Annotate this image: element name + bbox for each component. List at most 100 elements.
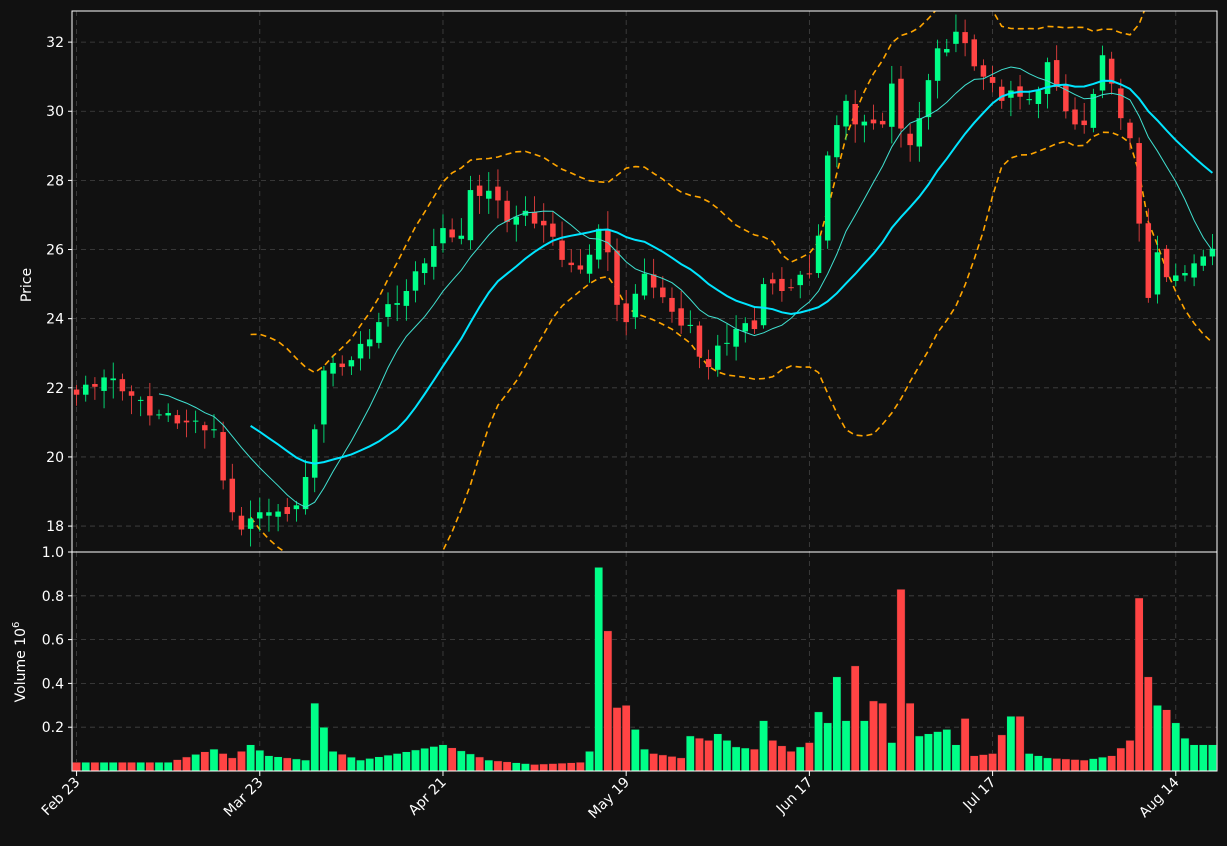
volume-bar [429, 746, 439, 772]
candle [403, 279, 410, 321]
candle-body [815, 235, 822, 274]
volume-bar [722, 740, 732, 772]
candle [137, 396, 144, 417]
volume-bar [1061, 758, 1071, 772]
candle [1163, 245, 1170, 283]
candle [889, 65, 895, 144]
volume-bar [319, 726, 329, 772]
candle [760, 277, 767, 329]
volume-bar [154, 761, 164, 772]
candle [540, 203, 547, 243]
volume-bar [530, 764, 539, 772]
candle [220, 421, 226, 490]
candle [934, 39, 941, 99]
x-tick-label: Apr 21 [406, 775, 450, 819]
candle [605, 211, 611, 271]
candlesticks [73, 14, 1216, 547]
candle-body [293, 505, 300, 510]
price-tick-label: 32 [46, 35, 64, 51]
volume-bar [356, 759, 365, 772]
volume-bar [960, 718, 970, 772]
volume-bar [933, 731, 942, 772]
candle-body [1081, 120, 1087, 126]
candle-body [412, 271, 419, 291]
candle-body [705, 359, 712, 368]
candle-body [449, 229, 455, 238]
candle [907, 124, 913, 162]
candle-body [321, 370, 327, 425]
x-tick-label: Aug 14 [1136, 774, 1182, 820]
candle-body [1108, 58, 1115, 84]
price-tick-label: 26 [46, 243, 64, 259]
candle-body [1182, 273, 1188, 276]
candle [440, 214, 446, 253]
candle-body [156, 414, 162, 416]
volume-bar [713, 733, 723, 772]
candle [522, 196, 529, 227]
volume-bar [108, 761, 118, 772]
candle-body [284, 507, 291, 514]
candle [165, 403, 171, 423]
candle [742, 317, 749, 343]
candle-body [119, 379, 126, 392]
volume-bar [658, 754, 668, 772]
candle [1108, 51, 1115, 95]
candle [128, 385, 135, 415]
volume-bar [502, 761, 512, 772]
candle-body [440, 228, 446, 244]
volume-bar [585, 751, 594, 772]
candle-body [879, 120, 886, 125]
volume-bar [374, 756, 384, 772]
price-axis-label: Price [19, 268, 35, 302]
candle [513, 205, 520, 242]
volume-bar [1043, 757, 1052, 772]
volume-bar [630, 729, 640, 772]
price-tick-label: 18 [46, 519, 64, 535]
candle [650, 258, 657, 299]
volume-bar [896, 588, 906, 772]
candle-body [925, 80, 932, 118]
candle-body [192, 420, 199, 422]
candle [715, 334, 721, 377]
volume-bar [603, 630, 613, 772]
candle [1008, 80, 1014, 117]
sma-long-line [250, 79, 1214, 465]
volume-bar [420, 747, 430, 772]
volume-bar [1024, 753, 1034, 772]
candle [183, 409, 190, 438]
volume-bars [72, 567, 1217, 772]
candle [1072, 97, 1078, 130]
candle-body [1044, 62, 1051, 94]
volume-panel-frame [71, 551, 1218, 772]
candle [1053, 45, 1060, 91]
price-tick-label: 22 [46, 381, 64, 397]
candle-body [650, 274, 657, 288]
candle [293, 500, 300, 522]
candle-body [953, 31, 959, 44]
volume-bar [456, 750, 466, 772]
candle [211, 414, 217, 438]
candle [953, 14, 959, 53]
volume-bar [685, 735, 695, 772]
volume-bar [566, 762, 576, 772]
candle [192, 410, 199, 434]
price-tick-label: 20 [46, 450, 64, 466]
candle-body [1136, 143, 1142, 224]
candle-body [916, 118, 923, 147]
volume-bar [310, 702, 320, 772]
volume-bar [731, 746, 741, 772]
candle [815, 224, 822, 278]
candle [458, 218, 465, 245]
candle-body [550, 223, 556, 237]
candle [110, 362, 116, 399]
volume-bar [1015, 716, 1025, 772]
volume-bar [1070, 759, 1080, 772]
candle [614, 238, 620, 322]
candle-body [1145, 223, 1152, 298]
x-tick-label: Mar 23 [221, 775, 267, 821]
x-tick-label: May 19 [585, 775, 633, 823]
volume-bar [814, 711, 823, 772]
candle [788, 278, 794, 292]
volume-bar [1034, 755, 1043, 772]
